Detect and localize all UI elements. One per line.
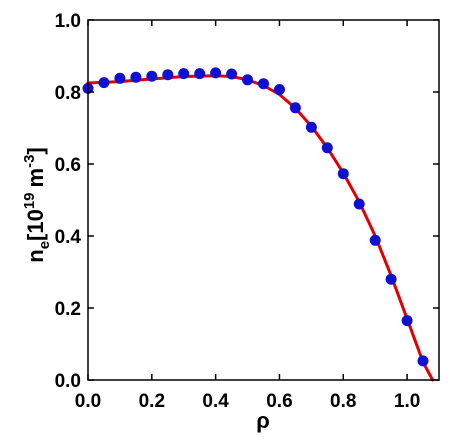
data-point xyxy=(385,273,397,285)
y-tick-label: 1.0 xyxy=(55,11,81,32)
data-point xyxy=(242,74,253,86)
data-point xyxy=(98,77,110,89)
data-point xyxy=(369,234,381,246)
data-point xyxy=(114,72,126,84)
x-tick-label: 0.4 xyxy=(202,391,229,412)
data-point xyxy=(274,84,285,95)
data-point xyxy=(305,121,317,133)
data-point xyxy=(130,71,142,83)
data-point xyxy=(210,67,222,79)
x-tick-label: 0.2 xyxy=(139,391,165,412)
data-point xyxy=(194,68,206,80)
data-point xyxy=(321,142,333,154)
x-tick-label: 0.6 xyxy=(266,391,292,412)
data-point xyxy=(289,102,301,114)
plot-marks xyxy=(82,67,435,382)
x-tick-label: 0.0 xyxy=(75,391,101,412)
x-axis-label: ρ xyxy=(256,408,270,433)
plot-frame xyxy=(87,19,440,381)
x-tick-label: 0.8 xyxy=(330,391,356,412)
y-tick-label: 0.0 xyxy=(55,371,81,392)
y-tick-label: 0.8 xyxy=(55,83,81,104)
data-point xyxy=(337,168,349,180)
data-point xyxy=(226,68,238,80)
data-point xyxy=(178,68,190,80)
y-axis-ticks: 0.0 0.2 0.4 0.6 0.8 1.0 xyxy=(55,11,439,392)
y-axis-label: ne[1019m-3] xyxy=(21,147,53,263)
y-tick-label: 0.6 xyxy=(55,155,81,176)
data-point xyxy=(417,355,429,367)
data-point xyxy=(353,198,365,210)
data-point xyxy=(401,315,413,327)
data-point xyxy=(258,78,269,90)
y-tick-label: 0.2 xyxy=(55,299,81,320)
y-tick-label: 0.4 xyxy=(55,227,82,248)
x-axis-ticks: 0.0 0.2 0.4 0.6 0.8 1.0 xyxy=(75,20,420,412)
data-point xyxy=(162,69,174,81)
x-tick-label: 1.0 xyxy=(394,391,420,412)
data-point xyxy=(146,70,158,82)
